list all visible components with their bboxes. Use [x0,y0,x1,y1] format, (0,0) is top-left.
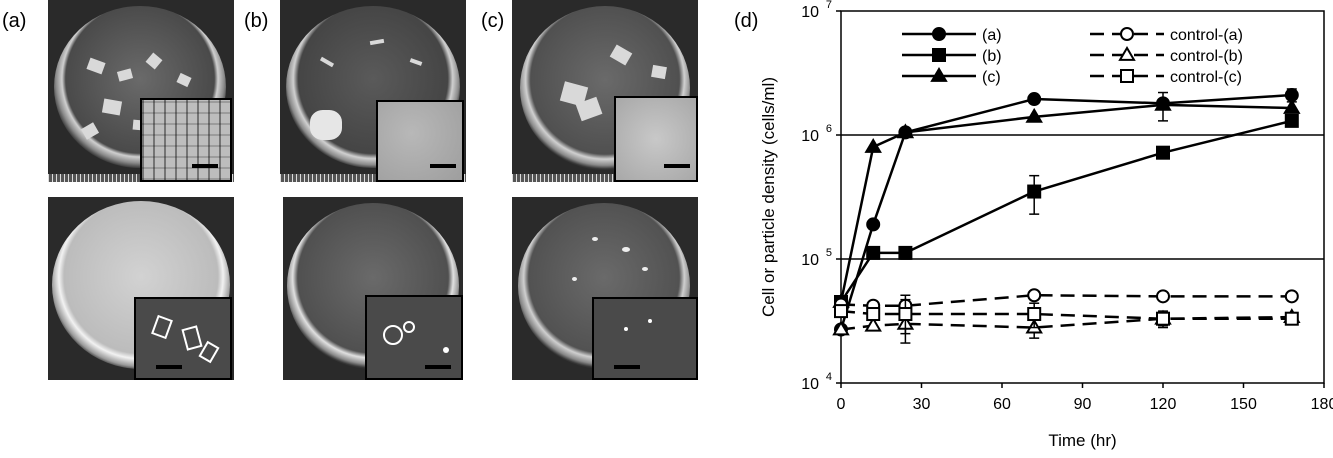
data-point [1027,92,1042,107]
photo-a-bottom [48,197,234,380]
data-point [1284,289,1299,304]
legend-label-0: (a) [982,27,1002,44]
legend-marker-0 [932,27,946,41]
y-tick-exponent: 5 [826,247,832,259]
series-line-1 [839,119,1293,303]
panel-label-b: (b) [244,10,269,32]
data-point [1284,113,1299,128]
data-point [866,245,881,260]
data-point [1025,107,1043,123]
data-point [1156,145,1170,160]
data-point [1027,307,1042,322]
legend-label-5: control-(c) [1170,69,1242,86]
x-tick-label: 30 [913,396,931,413]
legend-marker-4 [1118,46,1136,61]
series-line-0 [839,93,1292,330]
photo-c-bottom [512,197,698,380]
plot-frame [840,10,1325,384]
data-point [898,307,913,322]
growth-chart: 0 30 60 90 120 150 180 10 4 10 5 10 6 10 7 Time (hr) Cel… [759,0,1333,450]
data-point [834,304,848,319]
data-point [866,217,881,232]
data-point [864,138,882,153]
data-point [1154,95,1172,111]
y-tick-label: 10 [801,4,819,21]
y-axis-label: Cell or particle density (cells/ml) [759,77,778,317]
x-axis-label: Time (hr) [1048,431,1116,450]
data-point [898,245,913,260]
y-tick-label: 10 [801,252,819,269]
inset-icon [614,96,698,182]
y-tick-label: 10 [801,376,819,393]
legend-label-3: control-(a) [1170,27,1243,44]
data-point [866,307,881,322]
data-point [1283,99,1301,114]
data-point [1027,184,1042,199]
y-tick-exponent: 4 [826,371,832,383]
photo-c-top [512,0,698,182]
data-point [1027,288,1042,303]
legend-marker-1 [932,48,946,62]
inset-icon [365,295,463,380]
y-tick-label: 10 [801,128,819,145]
legend-label-4: control-(b) [1170,48,1243,65]
data-point [1284,311,1299,326]
x-tick-label: 90 [1074,396,1092,413]
photo-a-top [48,0,234,182]
legend-marker-2 [930,67,948,82]
legend-label-2: (c) [982,69,1001,86]
data-point [1156,289,1170,304]
photo-b-bottom [283,197,463,380]
data-point [1156,311,1170,326]
x-tick-label: 60 [993,396,1011,413]
legend-marker-3 [1120,27,1134,41]
panel-label-c: (c) [481,10,505,32]
inset-icon [592,297,698,380]
panel-label-a: (a) [2,10,27,32]
inset-icon [134,297,232,380]
photo-b-top [280,0,466,182]
data-point [896,123,915,139]
data-point [864,316,882,332]
series-line-2 [839,103,1292,303]
x-tick-label: 180 [1311,396,1333,413]
y-tick-exponent: 7 [826,0,832,11]
panel-label-d: (d) [734,10,759,32]
legend-label-1: (b) [982,48,1002,65]
legend-marker-5 [1120,69,1134,83]
x-tick-label: 150 [1230,396,1257,413]
x-tick-label: 0 [837,396,846,413]
inset-icon [376,100,464,182]
y-tick-exponent: 6 [826,123,832,135]
inset-icon [140,98,232,182]
x-tick-label: 120 [1150,396,1177,413]
data-point [832,320,850,336]
